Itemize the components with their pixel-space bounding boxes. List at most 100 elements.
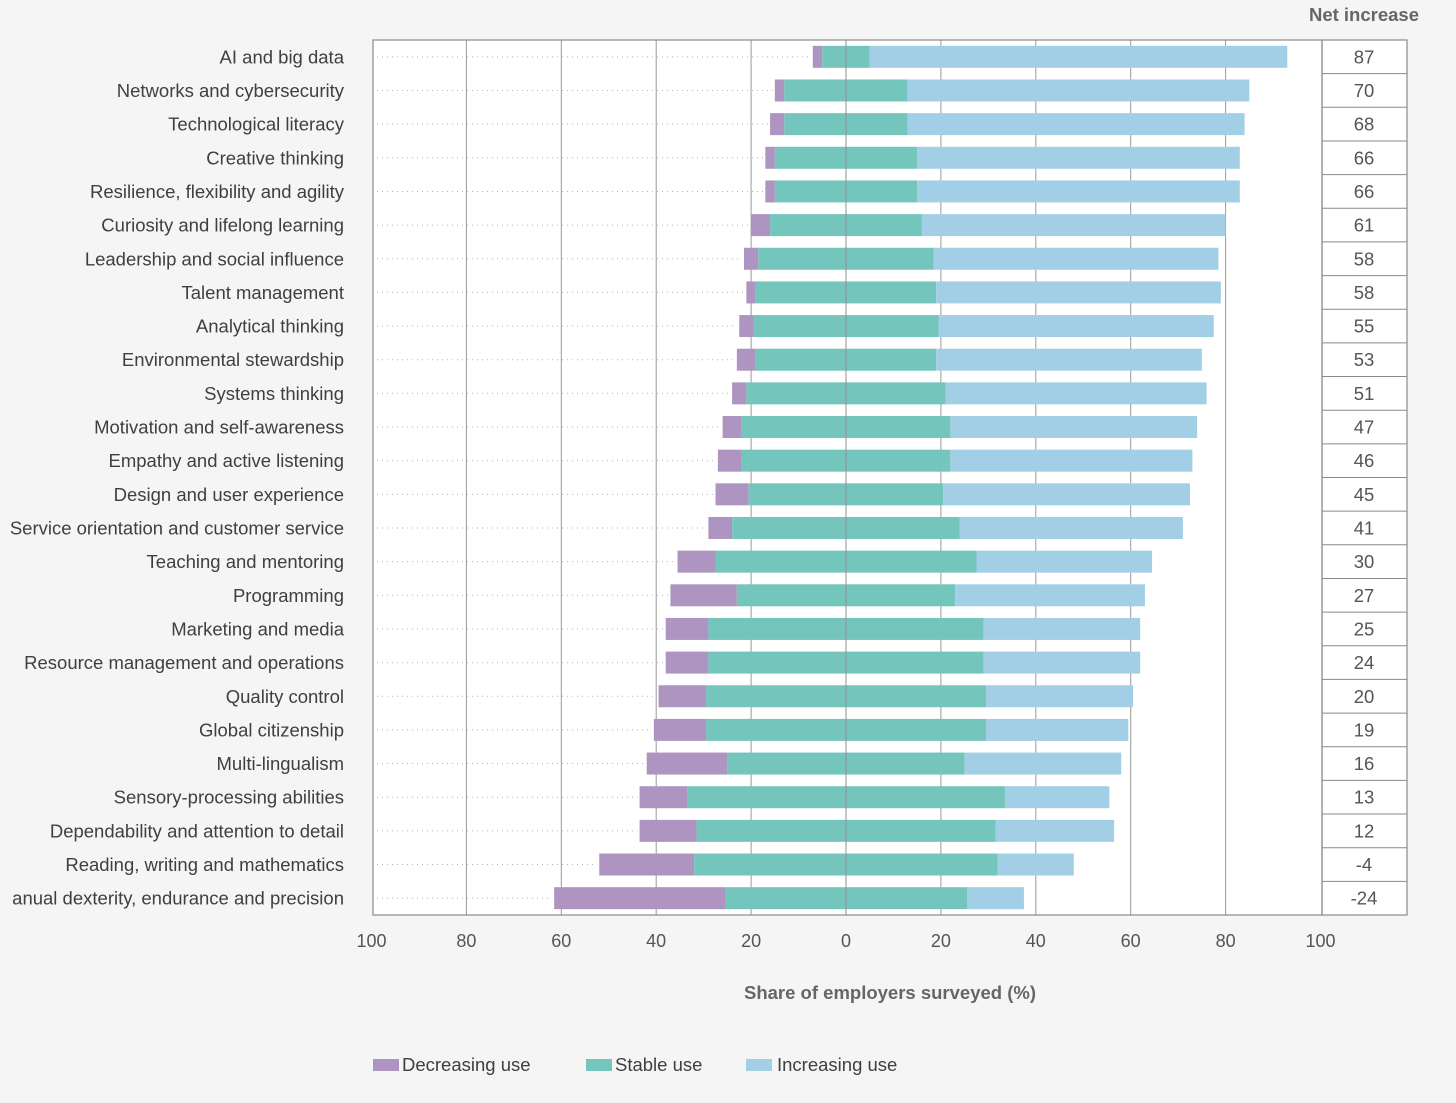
category-label: Service orientation and customer service: [10, 517, 344, 538]
net-increase-value: 13: [1354, 787, 1375, 808]
bar-increasing: [950, 449, 1193, 472]
bar-decreasing: [732, 382, 747, 405]
bar-decreasing: [812, 45, 823, 68]
legend-label: Stable use: [615, 1054, 702, 1075]
bar-decreasing: [770, 113, 785, 136]
category-label: Networks and cybersecurity: [117, 80, 345, 101]
bar-increasing: [917, 146, 1240, 169]
net-increase-value: -24: [1351, 888, 1378, 909]
category-label: Motivation and self-awareness: [94, 417, 344, 438]
bar-increasing: [966, 887, 1024, 910]
category-labels: AI and big data Networks and cybersecurit…: [10, 46, 345, 908]
net-increase-value: 70: [1354, 80, 1375, 101]
bar-increasing: [976, 550, 1153, 573]
bar-decreasing: [599, 853, 695, 876]
category-label: Global citizenship: [199, 719, 344, 740]
bar-decreasing: [708, 516, 733, 539]
x-tick-label: 80: [456, 931, 476, 951]
net-increase-value: 30: [1354, 551, 1375, 572]
bar-increasing: [869, 45, 1288, 68]
x-tick-label: 20: [741, 931, 761, 951]
category-label: Programming: [233, 585, 344, 606]
net-increase-value: 68: [1354, 114, 1375, 135]
category-label: Environmental stewardship: [122, 349, 344, 370]
bar-decreasing: [658, 685, 707, 708]
legend: Decreasing use Stable use Increasing use: [373, 1054, 897, 1075]
bar-decreasing: [715, 483, 749, 506]
bar-increasing: [917, 180, 1240, 203]
x-tick-label: 40: [1026, 931, 1046, 951]
net-increase-value: -4: [1356, 854, 1372, 875]
net-increase-value: 55: [1354, 316, 1375, 337]
net-increase-value: 25: [1354, 618, 1375, 639]
bar-increasing: [959, 516, 1183, 539]
bar-decreasing: [722, 416, 742, 439]
legend-label: Decreasing use: [402, 1054, 531, 1075]
net-increase-value: 20: [1354, 686, 1375, 707]
bar-increasing: [907, 79, 1250, 102]
net-increase-column: 87 70 68 66 66 61 58 58 55 53 51 47 46 45 41 30 27 25 24 20…: [1321, 39, 1408, 916]
net-increase-value: 87: [1354, 46, 1375, 67]
net-increase-value: 12: [1354, 820, 1375, 841]
category-label: Creative thinking: [206, 147, 344, 168]
bar-decreasing: [639, 819, 697, 842]
x-tick-label: 80: [1216, 931, 1236, 951]
bar-increasing: [964, 752, 1122, 775]
legend-label: Increasing use: [777, 1054, 897, 1075]
plot-area: [373, 40, 1322, 915]
net-increase-value: 16: [1354, 753, 1375, 774]
net-increase-value: 58: [1354, 248, 1375, 269]
net-increase-value: 19: [1354, 719, 1375, 740]
bar-decreasing: [639, 786, 688, 809]
bar-increasing: [936, 281, 1221, 304]
bar-increasing: [997, 853, 1074, 876]
bar-increasing: [945, 382, 1207, 405]
x-tick-label: 100: [1305, 931, 1335, 951]
category-label: Resilience, flexibility and agility: [90, 181, 345, 202]
bar-increasing: [907, 113, 1245, 136]
net-increase-value: 53: [1354, 349, 1375, 370]
bar-decreasing: [554, 887, 726, 910]
category-label: Systems thinking: [204, 383, 344, 404]
bar-increasing: [985, 685, 1134, 708]
bar-increasing: [933, 247, 1219, 270]
x-tick-label: 20: [931, 931, 951, 951]
bar-decreasing: [743, 247, 759, 270]
bar-decreasing: [765, 146, 775, 169]
net-increase-value: 41: [1354, 517, 1375, 538]
category-label: Reading, writing and mathematics: [65, 854, 344, 875]
net-increase-value: 66: [1354, 147, 1375, 168]
x-tick-label: 100: [356, 931, 386, 951]
net-increase-value: 27: [1354, 585, 1375, 606]
bar-decreasing: [751, 214, 771, 237]
category-label: Talent management: [182, 282, 345, 303]
x-tick-label: 60: [1121, 931, 1141, 951]
bar-decreasing: [670, 584, 737, 607]
bar-decreasing: [653, 718, 707, 741]
net-increase-value: 61: [1354, 215, 1375, 236]
x-tick-label: 60: [551, 931, 571, 951]
category-label: Technological literacy: [168, 114, 345, 135]
category-label: Leadership and social influence: [85, 248, 344, 269]
bar-increasing: [995, 819, 1115, 842]
category-label: Sensory-processing abilities: [114, 787, 344, 808]
legend-swatch: [746, 1059, 772, 1071]
category-label: Curiosity and lifelong learning: [101, 215, 344, 236]
bar-increasing: [983, 651, 1141, 674]
category-label: Empathy and active listening: [109, 450, 345, 471]
x-tick-label: 0: [841, 931, 851, 951]
bar-increasing: [921, 214, 1226, 237]
bar-decreasing: [765, 180, 775, 203]
bar-decreasing: [646, 752, 728, 775]
bar-increasing: [983, 617, 1141, 640]
x-tick-label: 40: [646, 931, 666, 951]
bar-decreasing: [717, 449, 742, 472]
bar-decreasing: [665, 617, 709, 640]
bar-increasing: [950, 416, 1198, 439]
bar-decreasing: [774, 79, 785, 102]
category-label: Dependability and attention to detail: [50, 820, 344, 841]
net-increase-value: 51: [1354, 383, 1375, 404]
bar-increasing: [936, 348, 1202, 371]
